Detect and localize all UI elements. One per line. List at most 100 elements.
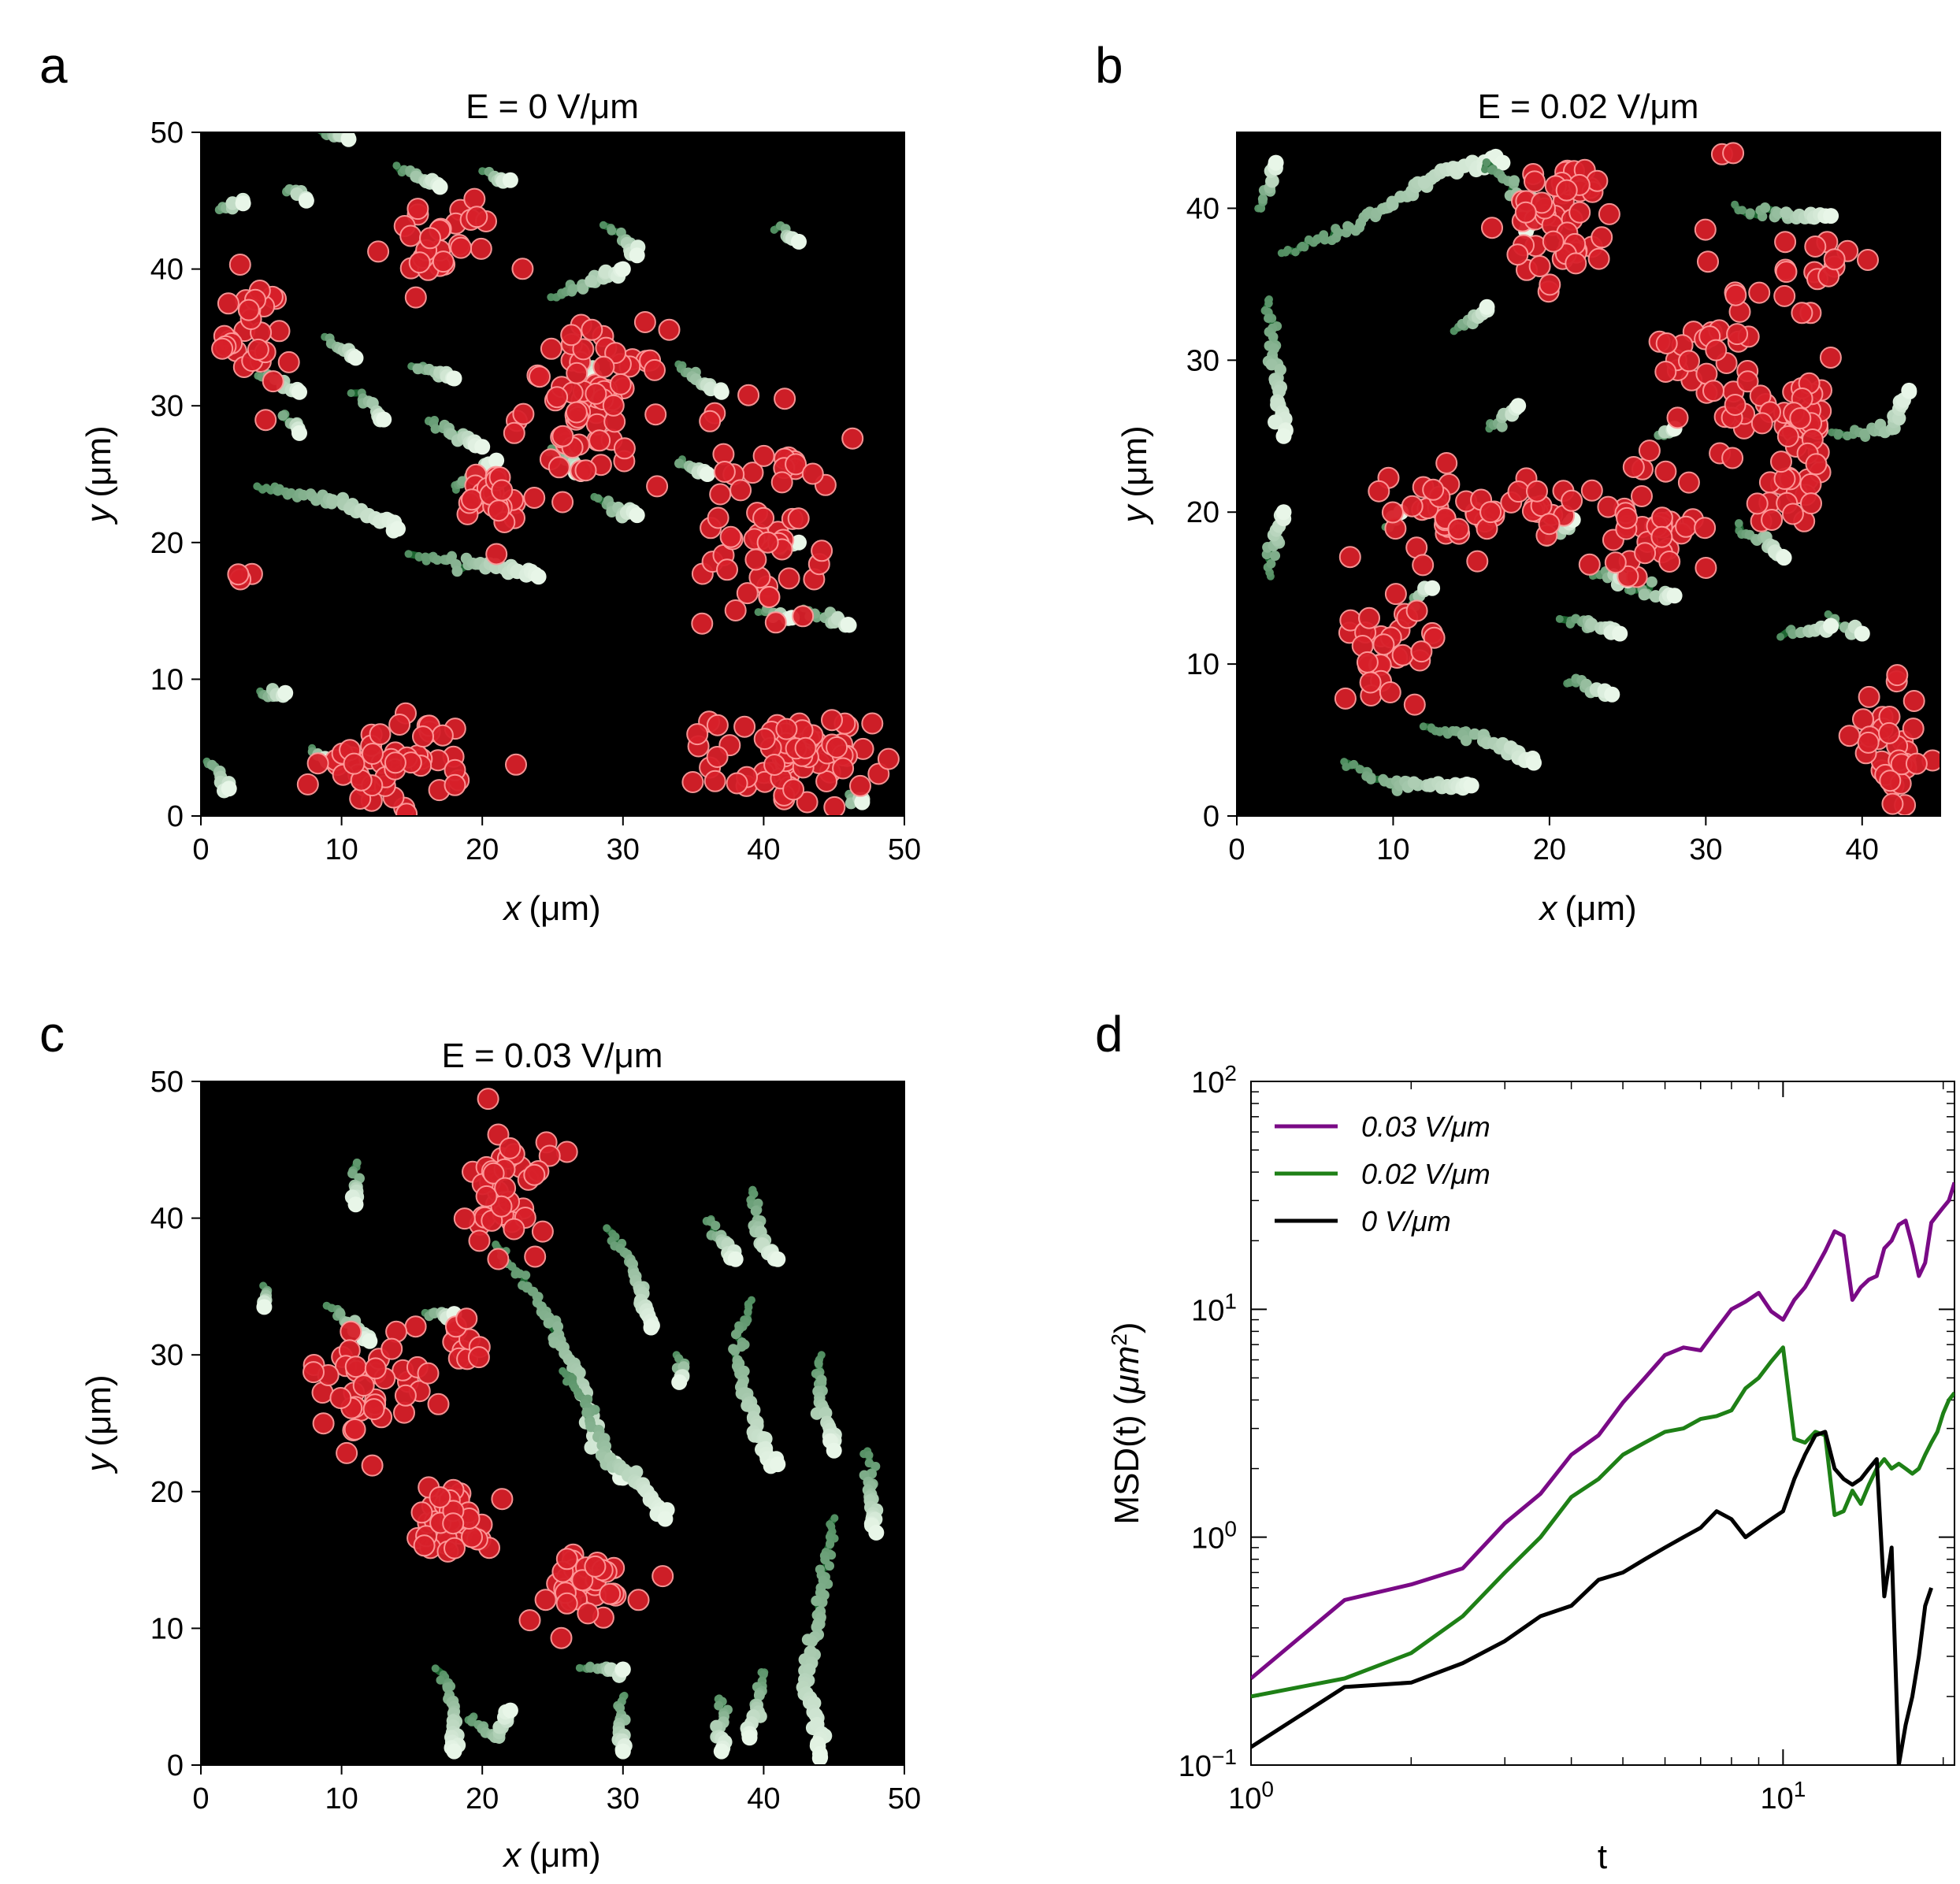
red-particle	[1481, 217, 1503, 239]
red-cluster-3	[456, 463, 546, 566]
red-particle	[303, 1361, 325, 1384]
red-particle	[384, 751, 406, 774]
track-point	[805, 1635, 819, 1648]
red-particle	[1702, 380, 1724, 402]
y-tick-label: 0	[167, 1749, 184, 1782]
red-particle	[1881, 792, 1904, 815]
red-cluster-5	[1338, 452, 1523, 573]
track-point	[1901, 382, 1917, 399]
red-particle	[1694, 517, 1717, 540]
red-particle	[756, 531, 779, 554]
red-particle	[551, 491, 574, 514]
red-cluster-4	[442, 1307, 491, 1370]
track-point	[1257, 194, 1268, 204]
track-point	[603, 1224, 611, 1233]
track-point	[770, 1456, 786, 1473]
red-particle	[444, 1537, 466, 1559]
red-particle	[1695, 557, 1717, 579]
trajectory-4	[282, 184, 314, 209]
red-particle	[581, 318, 603, 341]
track-point	[614, 1661, 631, 1678]
panel-c-plot: 0 10 20 30 40 50 0 10 20 30 40 50	[150, 1066, 921, 1815]
red-particle	[602, 394, 625, 417]
track-point	[711, 1221, 721, 1231]
red-particle	[752, 444, 775, 467]
track-point	[754, 608, 763, 617]
x-tick-label: 0	[192, 833, 209, 866]
track-point	[1355, 765, 1365, 774]
red-particle	[1528, 255, 1551, 277]
track-point	[811, 1595, 822, 1607]
track-point	[1407, 776, 1420, 789]
red-particle	[429, 1486, 451, 1508]
trajectory-1	[256, 1281, 273, 1315]
red-particle	[1587, 247, 1610, 270]
red-particle	[699, 410, 722, 432]
red-particle	[1746, 492, 1769, 515]
track-point	[830, 1514, 839, 1522]
red-particle	[404, 1315, 427, 1338]
trajectory-2	[392, 161, 448, 195]
red-particle	[1886, 664, 1909, 687]
red-particle	[709, 483, 732, 506]
track-point	[840, 617, 856, 632]
y-tick-label: 10	[150, 1612, 184, 1645]
trajectory-11	[1654, 421, 1683, 440]
red-particle	[1678, 350, 1700, 373]
track-point	[340, 132, 357, 147]
red-particle	[512, 402, 535, 425]
red-particle	[774, 388, 796, 410]
red-particle	[511, 258, 534, 280]
track-point	[432, 554, 443, 566]
red-particle	[491, 479, 514, 502]
track-point	[1463, 777, 1479, 794]
red-particle	[555, 1548, 578, 1571]
track-point	[629, 507, 645, 524]
x-tick-label: 30	[1689, 833, 1722, 866]
trajectory-11	[424, 416, 491, 455]
track-point	[1365, 774, 1376, 784]
red-particle	[1775, 261, 1798, 284]
trajectory-18	[1828, 382, 1917, 443]
red-particle	[778, 567, 800, 590]
red-particle	[1338, 546, 1361, 569]
trajectory-1	[316, 132, 357, 147]
red-particle	[1447, 517, 1470, 540]
red-particle	[566, 362, 588, 384]
track-point	[277, 684, 294, 701]
red-cluster-5	[296, 702, 527, 816]
red-particle	[1412, 554, 1435, 577]
red-particle	[1879, 770, 1902, 792]
red-particle	[1705, 339, 1728, 362]
red-particle	[658, 318, 681, 341]
legend: 0.03 V/μm 0.02 V/μm 0 V/μm	[1275, 1111, 1490, 1237]
track-point	[759, 1670, 768, 1679]
red-particle	[726, 772, 748, 795]
track-point	[568, 1374, 577, 1383]
trajectory-6	[603, 1224, 660, 1336]
track-point	[791, 534, 807, 551]
red-cluster-4	[1773, 231, 1879, 325]
red-particle	[651, 1565, 674, 1588]
red-cluster-2	[406, 1476, 514, 1563]
trajectory-12	[253, 482, 406, 539]
red-particle	[1356, 651, 1379, 673]
series-line-2	[1251, 1430, 1933, 1765]
track-point	[1638, 588, 1650, 601]
red-particle	[785, 453, 807, 476]
red-particle	[388, 714, 411, 736]
y-tick-label: 50	[150, 1066, 184, 1099]
panel-letter-d: d	[1095, 1006, 1123, 1063]
track-point	[474, 439, 491, 455]
red-particle	[571, 1569, 594, 1592]
track-point	[347, 389, 355, 398]
red-cluster-6	[1334, 554, 1446, 716]
red-particle	[417, 1362, 440, 1385]
red-particle	[1677, 471, 1700, 494]
track-point	[1555, 614, 1564, 623]
red-particle	[1334, 687, 1357, 710]
track-point	[744, 1307, 752, 1317]
track-point	[730, 1330, 741, 1340]
track-point	[1300, 243, 1309, 252]
track-point	[430, 424, 440, 434]
